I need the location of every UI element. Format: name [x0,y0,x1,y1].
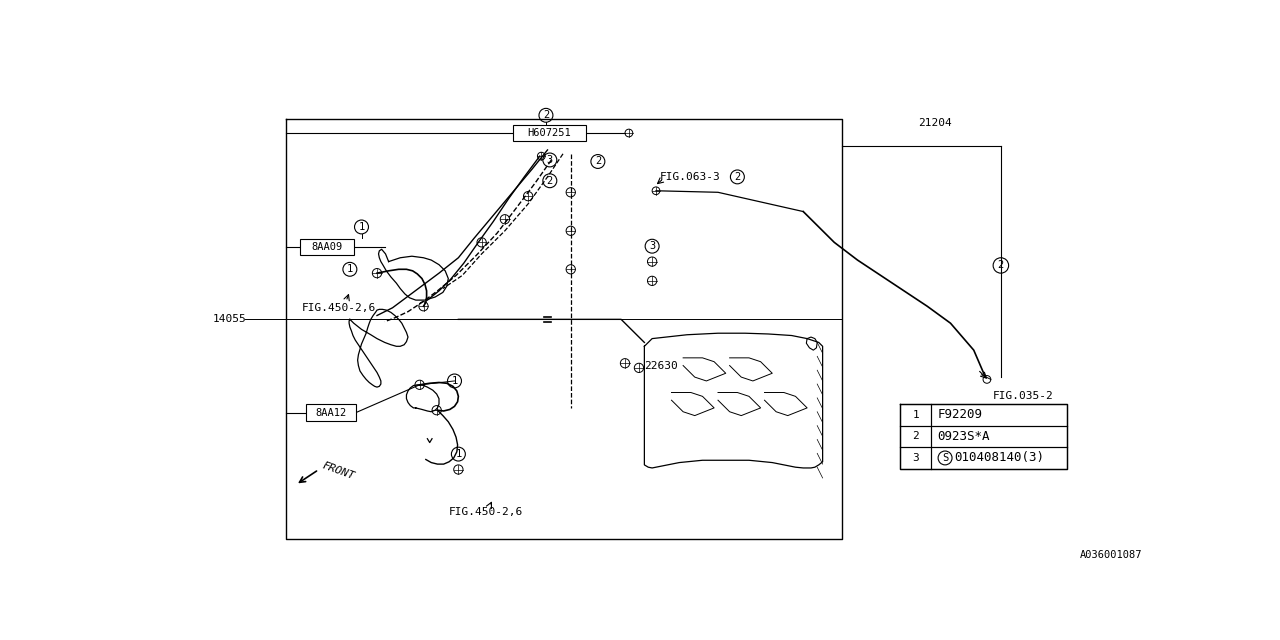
Text: 14055: 14055 [212,314,247,324]
Text: FRONT: FRONT [321,461,356,481]
Text: 2: 2 [913,431,919,442]
Text: FIG.450-2,6: FIG.450-2,6 [302,303,376,313]
Text: 1: 1 [358,222,365,232]
Text: 1: 1 [913,410,919,420]
Text: 2: 2 [997,260,1004,271]
Text: 3: 3 [649,241,655,251]
Text: FIG.035-2: FIG.035-2 [993,391,1053,401]
Text: FIG.450-2,6: FIG.450-2,6 [448,507,522,517]
Text: 21204: 21204 [918,118,952,128]
Text: FIG.063-3: FIG.063-3 [660,172,721,182]
Text: 8AA09: 8AA09 [311,242,342,252]
Text: 3: 3 [547,155,553,165]
Text: 1: 1 [452,376,458,386]
Text: 2: 2 [595,157,602,166]
Bar [512,125,586,141]
Text: 2: 2 [547,176,553,186]
Bar [306,404,356,421]
Text: 22630: 22630 [644,360,678,371]
Text: H607251: H607251 [527,128,571,138]
Text: 2: 2 [735,172,741,182]
Text: 1: 1 [347,264,353,275]
Bar [300,239,353,255]
Text: 0923S*A: 0923S*A [937,430,989,443]
Text: 8AA12: 8AA12 [315,408,347,417]
Text: 2: 2 [543,110,549,120]
Text: F92209: F92209 [937,408,982,421]
Text: 010408140(3): 010408140(3) [955,451,1044,465]
Text: 1: 1 [456,449,462,459]
Text: 3: 3 [913,453,919,463]
Bar [900,404,1066,468]
Text: S: S [942,453,948,463]
Text: A036001087: A036001087 [1080,550,1143,561]
